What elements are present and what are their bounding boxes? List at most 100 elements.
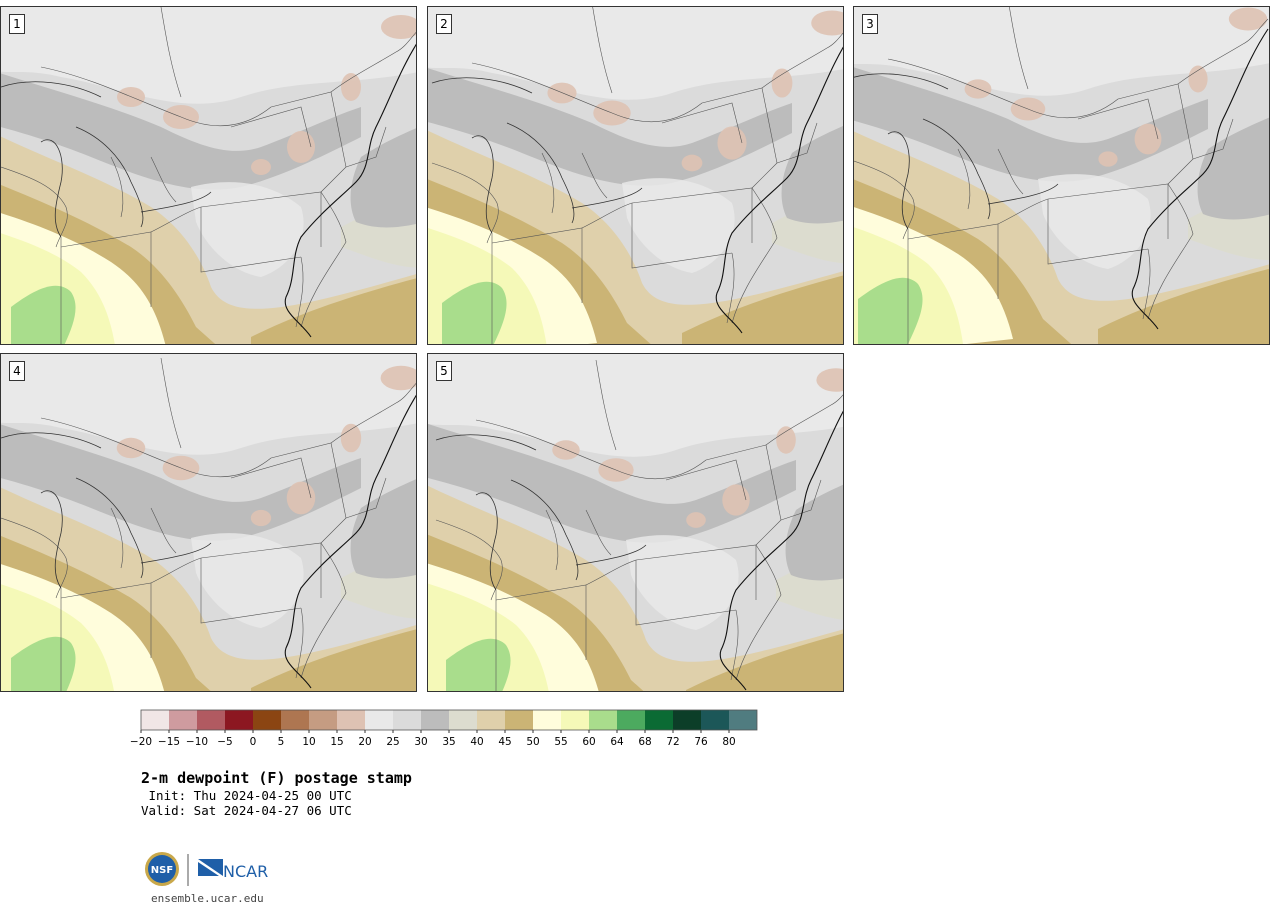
boundary-line: [40, 66, 272, 126]
boundary-line: [40, 417, 272, 477]
colorbar-tick-label: 55: [554, 736, 567, 748]
field-15-20-pocket: [381, 15, 416, 39]
boundary-line: [854, 160, 915, 240]
field-midatlantic-20-25: [622, 178, 735, 273]
lake-huron-outline: [510, 479, 579, 581]
boundary-line: [705, 444, 782, 546]
boundary-line: [595, 359, 617, 451]
colorbar-swatch: [673, 710, 701, 730]
map-panel-2[interactable]: 2: [427, 6, 844, 345]
boundary-line: [1, 517, 68, 599]
boundary-line: [585, 559, 637, 586]
boundary-line: [150, 507, 177, 554]
map-field: [428, 354, 843, 691]
lake-superior-outline: [435, 434, 537, 451]
chart-title: 2-m dewpoint (F) postage stamp: [141, 769, 412, 787]
boundary-line: [345, 477, 387, 519]
lake-superior-outline: [1, 81, 102, 98]
colorbar-tick-label: 0: [250, 736, 257, 748]
colorbar-swatch: [645, 710, 673, 730]
boundary-line: [731, 187, 778, 324]
boundary-line: [1009, 7, 1029, 90]
valid-time: Valid: Sat 2024-04-27 06 UTC: [141, 803, 352, 818]
boundary-line: [635, 560, 737, 626]
nsf-ncar-logo: NSF NCAR: [145, 852, 268, 886]
field-15-20-pocket: [286, 481, 316, 515]
field-15-20-pocket: [1228, 7, 1268, 31]
boundary-line: [585, 509, 612, 556]
colorbar-tick-label: 40: [470, 736, 483, 748]
coastline: [1131, 28, 1269, 330]
field-30-35: [1, 424, 361, 541]
lake-michigan-outline: [40, 139, 63, 238]
field-15-20-pocket: [1134, 123, 1162, 155]
field-60-64: [442, 281, 507, 344]
colorbar-tick-label: −5: [217, 736, 232, 748]
boundary-line: [110, 507, 124, 569]
colorbar-swatch: [421, 710, 449, 730]
boundary-line: [345, 126, 387, 168]
colorbar-tick-label: 30: [414, 736, 427, 748]
boundary-line: [330, 382, 416, 444]
map-panel-4[interactable]: 4: [0, 353, 417, 692]
panel-number-label: 1: [9, 14, 25, 34]
boundary-line: [300, 542, 347, 679]
site-url: ensemble.ucar.edu: [151, 892, 264, 905]
colorbar-swatch: [253, 710, 281, 730]
field-ocean-30-35: [1197, 117, 1269, 220]
field-ocean-30-35: [350, 128, 416, 228]
colorbar-swatch: [365, 710, 393, 730]
coastline: [715, 46, 843, 334]
field-30-35: [1, 73, 361, 190]
coastline: [284, 394, 416, 689]
boundary-line: [110, 156, 124, 218]
coastline: [719, 410, 843, 691]
field-coast-45-50: [686, 633, 843, 691]
field-15-20-pocket: [686, 512, 706, 528]
boundary-line: [230, 106, 312, 148]
boundary-line: [230, 457, 312, 499]
colorbar-swatch: [477, 710, 505, 730]
boundary-line: [1117, 83, 1194, 185]
colorbar-tick-label: 45: [498, 736, 511, 748]
coastline: [284, 43, 416, 338]
boundary-line: [661, 102, 743, 144]
colorbar-swatch: [309, 710, 337, 730]
colorbar-tick-label: −20: [130, 736, 152, 748]
boundary-line: [776, 122, 818, 164]
boundary-line: [701, 87, 778, 189]
colorbar-swatch: [393, 710, 421, 730]
field-60-64: [11, 285, 76, 344]
boundary-line: [295, 256, 304, 328]
field-15-20-pocket: [1188, 65, 1208, 93]
boundary-line: [1, 166, 68, 248]
field-15-20-pocket: [776, 426, 796, 454]
field-15-20-pocket: [1098, 151, 1118, 167]
lake-erie-outline: [140, 191, 212, 213]
map-panel-5[interactable]: 5: [427, 353, 844, 692]
lake-michigan-outline: [887, 131, 910, 230]
boundary-line: [1177, 18, 1269, 85]
boundary-line: [150, 557, 202, 584]
field-midatlantic-20-25: [1038, 174, 1151, 269]
boundary-line: [1192, 118, 1234, 160]
boundary-line: [431, 162, 499, 244]
colorbar-tick-label: 35: [442, 736, 455, 748]
panel-number-label: 3: [862, 14, 878, 34]
boundary-line: [1077, 98, 1159, 140]
lake-huron-outline: [75, 126, 144, 228]
map-panel-3[interactable]: 3: [853, 6, 1270, 345]
boundary-line: [665, 459, 747, 501]
boundary-line: [330, 31, 416, 93]
field-coast-45-50: [1098, 268, 1269, 344]
boundary-line: [270, 442, 347, 544]
field-midatlantic-20-25: [191, 533, 304, 628]
field-15-20-pocket: [681, 154, 703, 172]
lake-huron-outline: [922, 118, 991, 220]
boundary-line: [997, 198, 1049, 225]
colorbar-tick-label: 76: [694, 736, 708, 748]
colorbar-tick-label: 68: [638, 736, 651, 748]
field-20-25: [428, 7, 843, 100]
field-15-20-pocket: [811, 10, 843, 36]
map-panel-1[interactable]: 1: [0, 6, 417, 345]
